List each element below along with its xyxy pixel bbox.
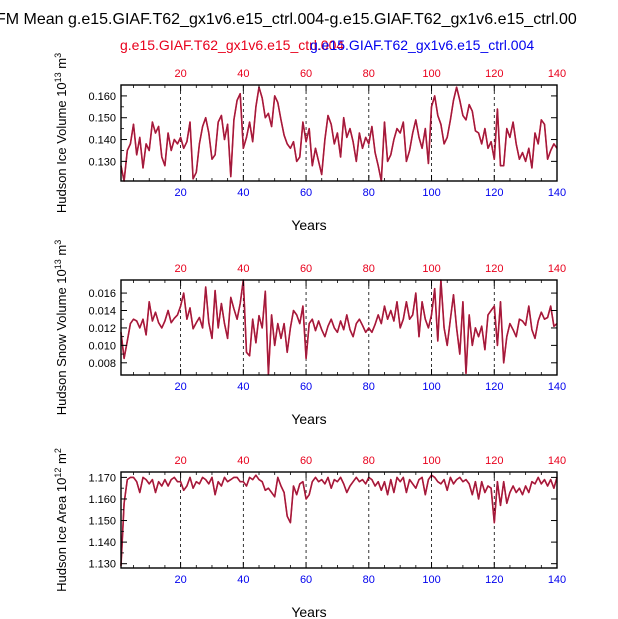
y-axis-label-ylabel-exp: 12 <box>53 468 63 478</box>
y-axis-label-ylabel-exp: 13 <box>53 72 63 82</box>
x-tick-label-bottom: 60 <box>300 381 312 393</box>
chart-panel-2: 0.008 0.010 0.012 0.014 0.016 20 20 40 40 60 60 80 8… <box>53 240 566 427</box>
x-tick-label-top: 140 <box>548 68 566 80</box>
legend-red-label: g.e15.GIAF.T62_gx1v6.e15_ctrl.004 <box>120 37 344 53</box>
y-axis-label-ylabel-unit-exp: 3 <box>53 240 63 245</box>
chart-panel-1: 0.130 0.140 0.150 0.160 20 20 40 40 60 60 80 80 100 1… <box>53 53 566 233</box>
x-tick-label-bottom: 120 <box>485 381 503 393</box>
x-tick-label-bottom: 80 <box>363 187 375 199</box>
y-axis-label-ylabel-unit-exp: 2 <box>53 448 63 453</box>
x-tick-label-bottom: 80 <box>363 574 375 586</box>
x-tick-label-bottom: 20 <box>174 187 186 199</box>
y-axis-label-ylabel-prefix: Hudson Ice Volume 10 <box>54 82 69 213</box>
y-axis-label-ylabel-exp: 13 <box>53 259 63 269</box>
x-tick-label-bottom: 100 <box>422 381 440 393</box>
x-tick-label-top: 20 <box>174 455 186 467</box>
x-tick-label-top: 60 <box>300 68 312 80</box>
y-axis-label-ylabel-unit: m <box>54 245 69 259</box>
y-tick-label: 0.014 <box>88 306 116 318</box>
x-tick-label-bottom: 40 <box>237 574 249 586</box>
y-tick-label: 0.150 <box>88 113 116 125</box>
x-tick-label-top: 100 <box>422 455 440 467</box>
x-tick-label-bottom: 140 <box>548 187 566 199</box>
x-tick-label-bottom: 60 <box>300 187 312 199</box>
x-tick-label-bottom: 20 <box>174 381 186 393</box>
x-tick-label-top: 100 <box>422 263 440 275</box>
figure-title: FM Mean g.e15.GIAF.T62_gx1v6.e15_ctrl.00… <box>0 11 577 28</box>
y-tick-label: 0.130 <box>88 156 116 168</box>
y-tick-label: 1.150 <box>88 516 116 528</box>
x-tick-label-bottom: 140 <box>548 574 566 586</box>
y-tick-label: 1.170 <box>88 472 116 484</box>
x-axis-label: Years <box>291 217 326 233</box>
chart-panel-3: 1.130 1.140 1.150 1.160 1.170 20 20 40 40 60 60 80 8… <box>53 448 566 619</box>
y-tick-label: 0.010 <box>88 340 116 352</box>
legend-blue-label: g.e15.GIAF.T62_gx1v6.e15_ctrl.004 <box>310 37 534 53</box>
x-tick-label-top: 80 <box>363 263 375 275</box>
x-tick-label-top: 40 <box>237 455 249 467</box>
x-tick-label-top: 40 <box>237 263 249 275</box>
x-tick-label-top: 20 <box>174 68 186 80</box>
y-axis-label: Hudson Ice Volume 1013 m3 <box>53 53 69 213</box>
x-tick-label-top: 140 <box>548 455 566 467</box>
x-tick-label-top: 80 <box>363 455 375 467</box>
x-tick-label-top: 100 <box>422 68 440 80</box>
y-axis-label-ylabel-unit: m <box>54 58 69 72</box>
x-tick-label-bottom: 120 <box>485 187 503 199</box>
x-tick-label-top: 120 <box>485 455 503 467</box>
x-tick-label-bottom: 60 <box>300 574 312 586</box>
plot-frame <box>120 84 558 182</box>
y-axis-label-ylabel-prefix: Hudson Snow Volume 10 <box>54 269 69 415</box>
series-line-2 <box>120 279 558 375</box>
y-tick-label: 1.130 <box>88 559 116 571</box>
series-line-1 <box>120 86 558 182</box>
series-line-2 <box>120 474 558 566</box>
x-tick-label-bottom: 80 <box>363 381 375 393</box>
x-tick-label-bottom: 100 <box>422 574 440 586</box>
x-tick-label-top: 140 <box>548 263 566 275</box>
x-tick-label-bottom: 100 <box>422 187 440 199</box>
x-tick-label-top: 120 <box>485 263 503 275</box>
x-tick-label-bottom: 20 <box>174 574 186 586</box>
x-tick-label-bottom: 120 <box>485 574 503 586</box>
y-tick-label: 1.160 <box>88 494 116 506</box>
y-axis-label: Hudson Snow Volume 1013 m3 <box>53 240 69 415</box>
y-axis-label-ylabel-prefix: Hudson Ice Area 10 <box>54 478 69 592</box>
x-axis-label: Years <box>291 411 326 427</box>
y-axis-label: Hudson Ice Area 1012 m2 <box>53 448 69 592</box>
series-line-2 <box>120 86 558 182</box>
y-tick-label: 0.008 <box>88 358 116 370</box>
x-tick-label-bottom: 40 <box>237 381 249 393</box>
x-tick-label-bottom: 40 <box>237 187 249 199</box>
y-tick-label: 0.160 <box>88 91 116 103</box>
plot-frame <box>120 471 558 569</box>
x-tick-label-top: 20 <box>174 263 186 275</box>
x-tick-label-top: 60 <box>300 263 312 275</box>
y-axis-label-ylabel-unit: m <box>54 453 69 467</box>
x-tick-label-top: 40 <box>237 68 249 80</box>
x-tick-label-top: 80 <box>363 68 375 80</box>
y-tick-label: 1.140 <box>88 537 116 549</box>
x-tick-label-bottom: 140 <box>548 381 566 393</box>
y-tick-label: 0.012 <box>88 323 116 335</box>
y-axis-label-ylabel-unit-exp: 3 <box>53 53 63 58</box>
y-tick-label: 0.016 <box>88 288 116 300</box>
y-tick-label: 0.140 <box>88 135 116 147</box>
x-tick-label-top: 60 <box>300 455 312 467</box>
x-tick-label-top: 120 <box>485 68 503 80</box>
x-axis-label: Years <box>291 604 326 619</box>
